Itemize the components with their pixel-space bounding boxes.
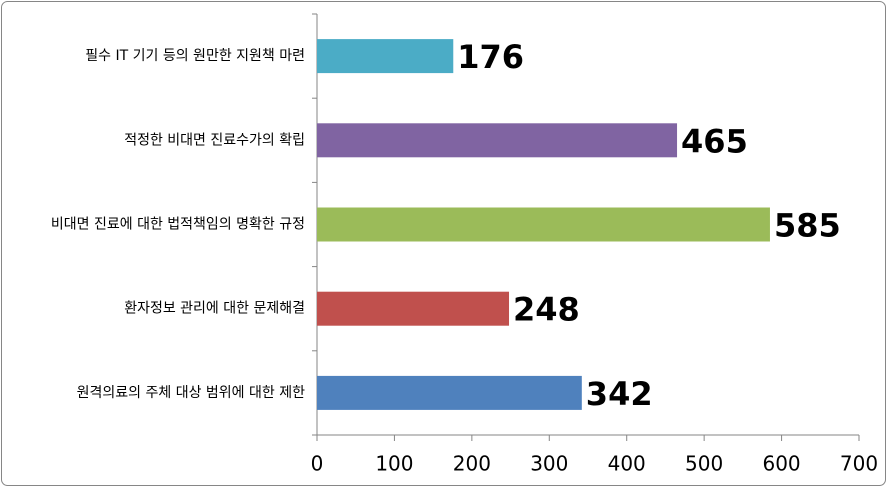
x-tick-label: 600 (762, 452, 800, 476)
y-tick-label: 적정한 비대면 진료수가의 확립 (124, 132, 305, 148)
x-tick-label: 300 (530, 452, 568, 476)
bar (317, 207, 770, 242)
x-tick-label: 500 (685, 452, 723, 476)
value-label: 248 (513, 291, 580, 329)
y-tick-label: 필수 IT 기기 등의 원만한 지원책 마련 (85, 48, 305, 64)
x-tick-label: 200 (453, 452, 491, 476)
y-tick-label: 원격의료의 주체 대상 범위에 대한 제한 (77, 385, 305, 401)
bar (317, 123, 678, 158)
value-label: 342 (586, 375, 653, 413)
y-tick-label: 환자정보 관리에 대한 문제해결 (124, 301, 305, 317)
chart-frame (1, 1, 886, 486)
value-label: 465 (681, 122, 748, 160)
bar (317, 375, 582, 410)
x-tick-label: 0 (311, 452, 324, 476)
x-tick-label: 400 (608, 452, 646, 476)
y-tick-label: 비대면 진료에 대한 법적책임의 명확한 규정 (51, 217, 305, 233)
bar (317, 39, 454, 74)
value-label: 585 (774, 207, 841, 245)
value-label: 176 (457, 38, 524, 76)
x-tick-label: 100 (375, 452, 413, 476)
bar (317, 291, 510, 326)
x-tick-label: 700 (840, 452, 878, 476)
